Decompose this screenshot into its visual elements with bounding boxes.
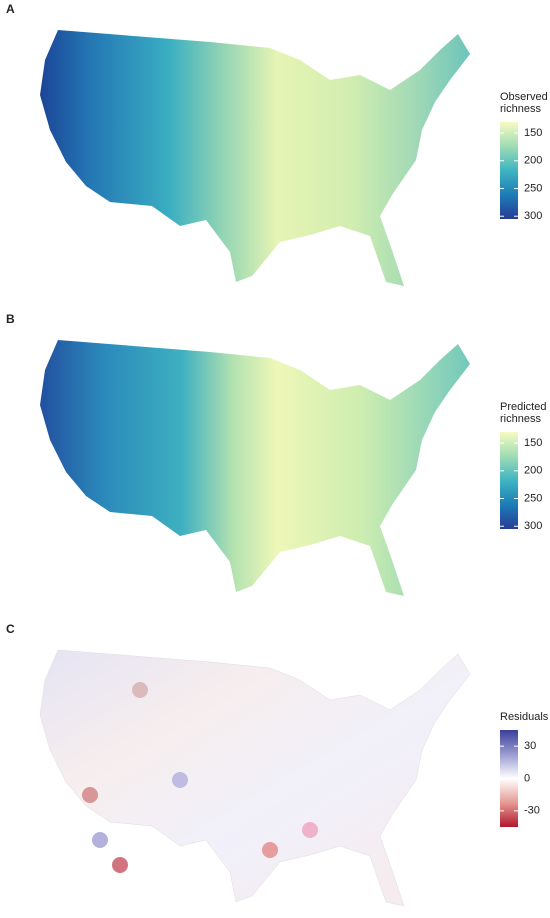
colorbar: [500, 432, 518, 529]
colorbar: [500, 122, 518, 219]
colorbar: [500, 730, 518, 827]
colorbar-tick-label: 30: [524, 740, 536, 752]
legend-title: richness: [500, 413, 541, 425]
residual-patch: [172, 772, 188, 788]
us-map: [40, 30, 470, 286]
residual-patch: [82, 787, 98, 803]
residual-patch: [112, 857, 128, 873]
residual-patch: [132, 682, 148, 698]
residual-patch: [302, 822, 318, 838]
map: [40, 340, 470, 596]
colorbar-tick-label: 250: [524, 492, 542, 504]
legend-title: Residuals: [500, 711, 549, 723]
map: [40, 30, 470, 286]
colorbar-tick-label: 300: [524, 520, 542, 532]
residual-patch: [262, 842, 278, 858]
colorbar-tick-label: -30: [524, 805, 540, 817]
colorbar-tick-label: 150: [524, 127, 542, 139]
legend-title: richness: [500, 103, 541, 115]
panel-label: A: [6, 2, 15, 16]
legend-title: Observed: [500, 91, 548, 103]
panel-label: B: [6, 312, 15, 326]
us-map: [39, 649, 471, 907]
colorbar-tick-label: 200: [524, 465, 542, 477]
map: [39, 649, 471, 907]
colorbar-tick-label: 150: [524, 437, 542, 449]
colorbar-tick-label: 200: [524, 155, 542, 167]
legend-title: Predicted: [500, 401, 546, 413]
colorbar-tick-label: 250: [524, 182, 542, 194]
colorbar-tick-label: 300: [524, 210, 542, 222]
colorbar-tick-label: 0: [524, 772, 530, 784]
residual-patch: [92, 832, 108, 848]
panel-label: C: [6, 622, 15, 636]
us-map: [40, 340, 470, 596]
